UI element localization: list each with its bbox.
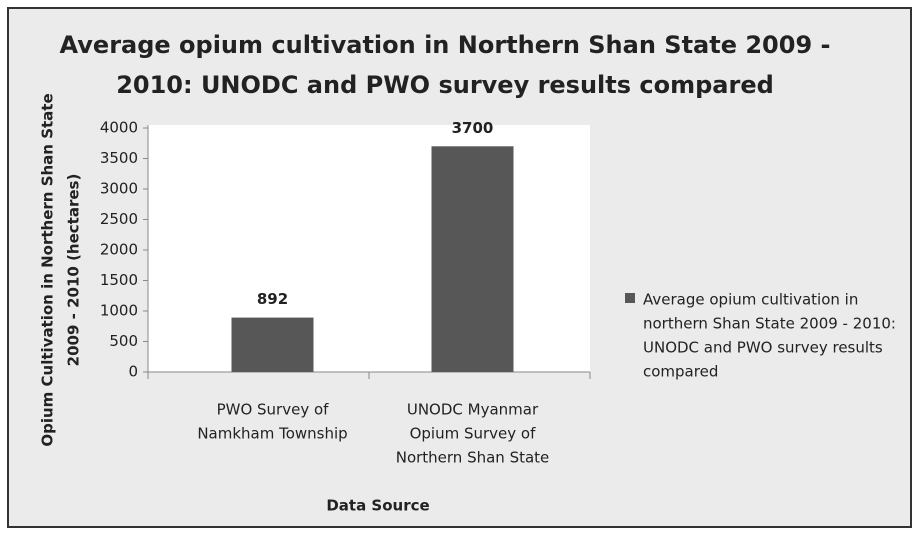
y-tick-label: 1000 bbox=[100, 302, 138, 320]
chart-title: 2010: UNODC and PWO survey results compa… bbox=[116, 71, 774, 99]
plot-area bbox=[148, 125, 590, 372]
y-axis-label: 2009 - 2010 (hectares) bbox=[65, 174, 83, 367]
chart-title: Average opium cultivation in Northern Sh… bbox=[60, 31, 831, 59]
legend-label: northern Shan State 2009 - 2010: bbox=[643, 315, 896, 333]
x-tick-label: PWO Survey of bbox=[217, 401, 330, 419]
data-label: 892 bbox=[257, 290, 288, 308]
legend-swatch bbox=[625, 293, 635, 303]
y-axis-label: Opium Cultivation in Northern Shan State bbox=[39, 93, 57, 446]
x-tick-label: Northern Shan State bbox=[396, 449, 550, 467]
x-tick-label: Namkham Township bbox=[197, 425, 347, 443]
bar bbox=[231, 317, 314, 372]
y-tick-label: 500 bbox=[109, 332, 138, 350]
legend-label: Average opium cultivation in bbox=[643, 291, 858, 309]
y-tick-label: 3500 bbox=[100, 149, 138, 167]
y-tick-label: 2500 bbox=[100, 210, 138, 228]
data-label: 3700 bbox=[452, 119, 494, 137]
legend-label: compared bbox=[643, 363, 718, 381]
y-tick-label: 1500 bbox=[100, 271, 138, 289]
y-tick-label: 3000 bbox=[100, 180, 138, 198]
x-axis-label: Data Source bbox=[326, 497, 429, 515]
x-tick-label: Opium Survey of bbox=[410, 425, 537, 443]
bar bbox=[431, 146, 514, 372]
legend-label: UNODC and PWO survey results bbox=[643, 339, 883, 357]
y-tick-label: 4000 bbox=[100, 119, 138, 137]
y-tick-label: 0 bbox=[128, 363, 138, 381]
y-tick-label: 2000 bbox=[100, 241, 138, 259]
x-tick-label: UNODC Myanmar bbox=[407, 401, 539, 419]
